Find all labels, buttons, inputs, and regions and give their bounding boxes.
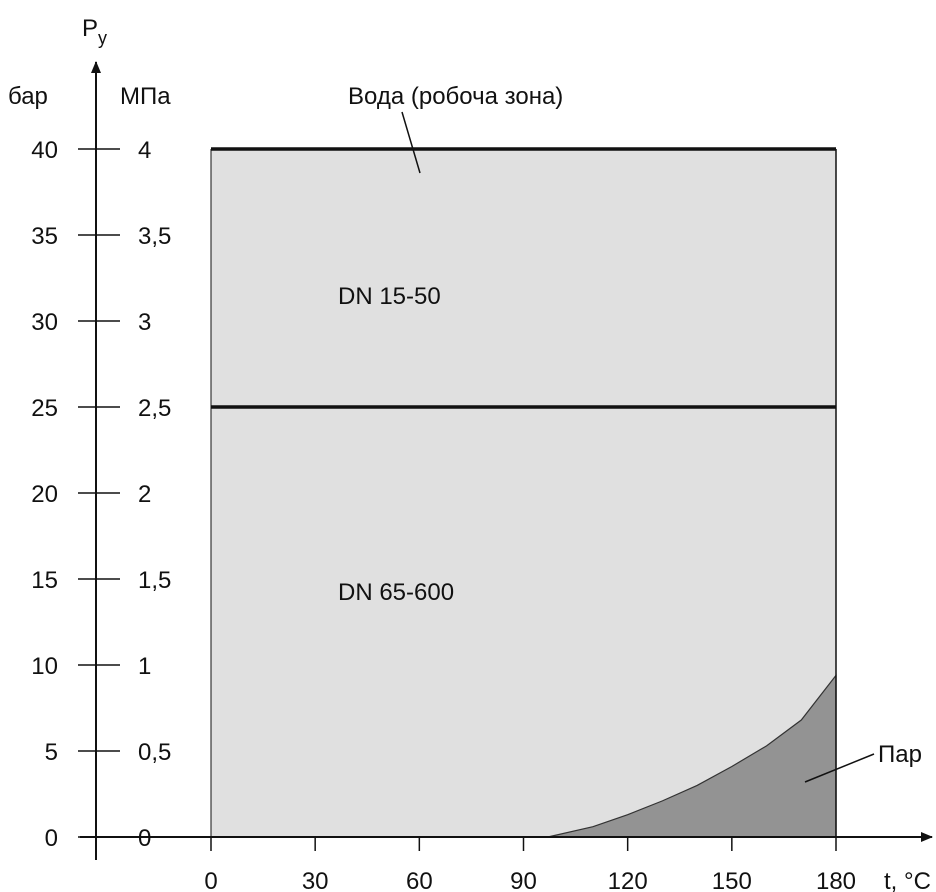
y-tick-label-mpa-7: 3,5 bbox=[138, 223, 171, 250]
water-annotation-leader bbox=[401, 111, 421, 174]
axes bbox=[80, 61, 933, 860]
x-tick-label-6: 180 bbox=[816, 868, 856, 892]
y-tick-label-mpa-8: 4 bbox=[138, 137, 151, 164]
y-tick-label-mpa-3: 1,5 bbox=[138, 567, 171, 594]
plot-area bbox=[210, 147, 837, 838]
y-axis-title-main: P bbox=[82, 15, 98, 42]
x-tick-label-3: 90 bbox=[510, 868, 537, 892]
x-tick-label-1: 30 bbox=[302, 868, 329, 892]
steam-leader bbox=[804, 753, 875, 783]
y-tick-label-bar-8: 40 bbox=[31, 137, 58, 164]
x-tick-label-0: 0 bbox=[204, 868, 217, 892]
steam-label: Пар bbox=[878, 741, 922, 768]
y-tick-label-mpa-4: 2 bbox=[138, 481, 151, 508]
y-tick-label-bar-7: 35 bbox=[31, 223, 58, 250]
working-region-area bbox=[211, 149, 836, 837]
region-label-dn15-50: DN 15-50 bbox=[338, 283, 441, 310]
y-tick-label-mpa-2: 1 bbox=[138, 653, 151, 680]
y-tick-label-mpa-0: 0 bbox=[138, 825, 151, 852]
x-axis-title: t, °C bbox=[884, 868, 931, 892]
x-tick-label-2: 60 bbox=[406, 868, 433, 892]
region-label-dn65-600: DN 65-600 bbox=[338, 579, 454, 606]
y-tick-label-bar-4: 20 bbox=[31, 481, 58, 508]
water-annotation-label: Вода (робоча зона) bbox=[348, 83, 563, 110]
y-tick-label-mpa-1: 0,5 bbox=[138, 739, 171, 766]
y-tick-label-mpa-5: 2,5 bbox=[138, 395, 171, 422]
x-tick-label-5: 150 bbox=[712, 868, 752, 892]
y-tick-label-bar-6: 30 bbox=[31, 309, 58, 336]
y-axis-title: Py bbox=[82, 15, 107, 48]
y-axis-title-subscript: y bbox=[98, 28, 107, 48]
tick-labels: 0 05 0,510 115 1,520 225 2,530 335 3,540 40 30 60 90… bbox=[31, 137, 856, 892]
y-unit-left-label: бар bbox=[8, 83, 48, 110]
y-tick-label-mpa-6: 3 bbox=[138, 309, 151, 336]
y-tick-label-bar-3: 15 bbox=[31, 567, 58, 594]
y-tick-label-bar-5: 25 bbox=[31, 395, 58, 422]
y-unit-right-label: МПа bbox=[120, 83, 171, 110]
y-tick-label-bar-2: 10 bbox=[31, 653, 58, 680]
tick-marks bbox=[78, 148, 837, 851]
x-tick-label-4: 120 bbox=[608, 868, 648, 892]
y-tick-label-bar-1: 5 bbox=[45, 739, 58, 766]
y-tick-label-bar-0: 0 bbox=[45, 825, 58, 852]
